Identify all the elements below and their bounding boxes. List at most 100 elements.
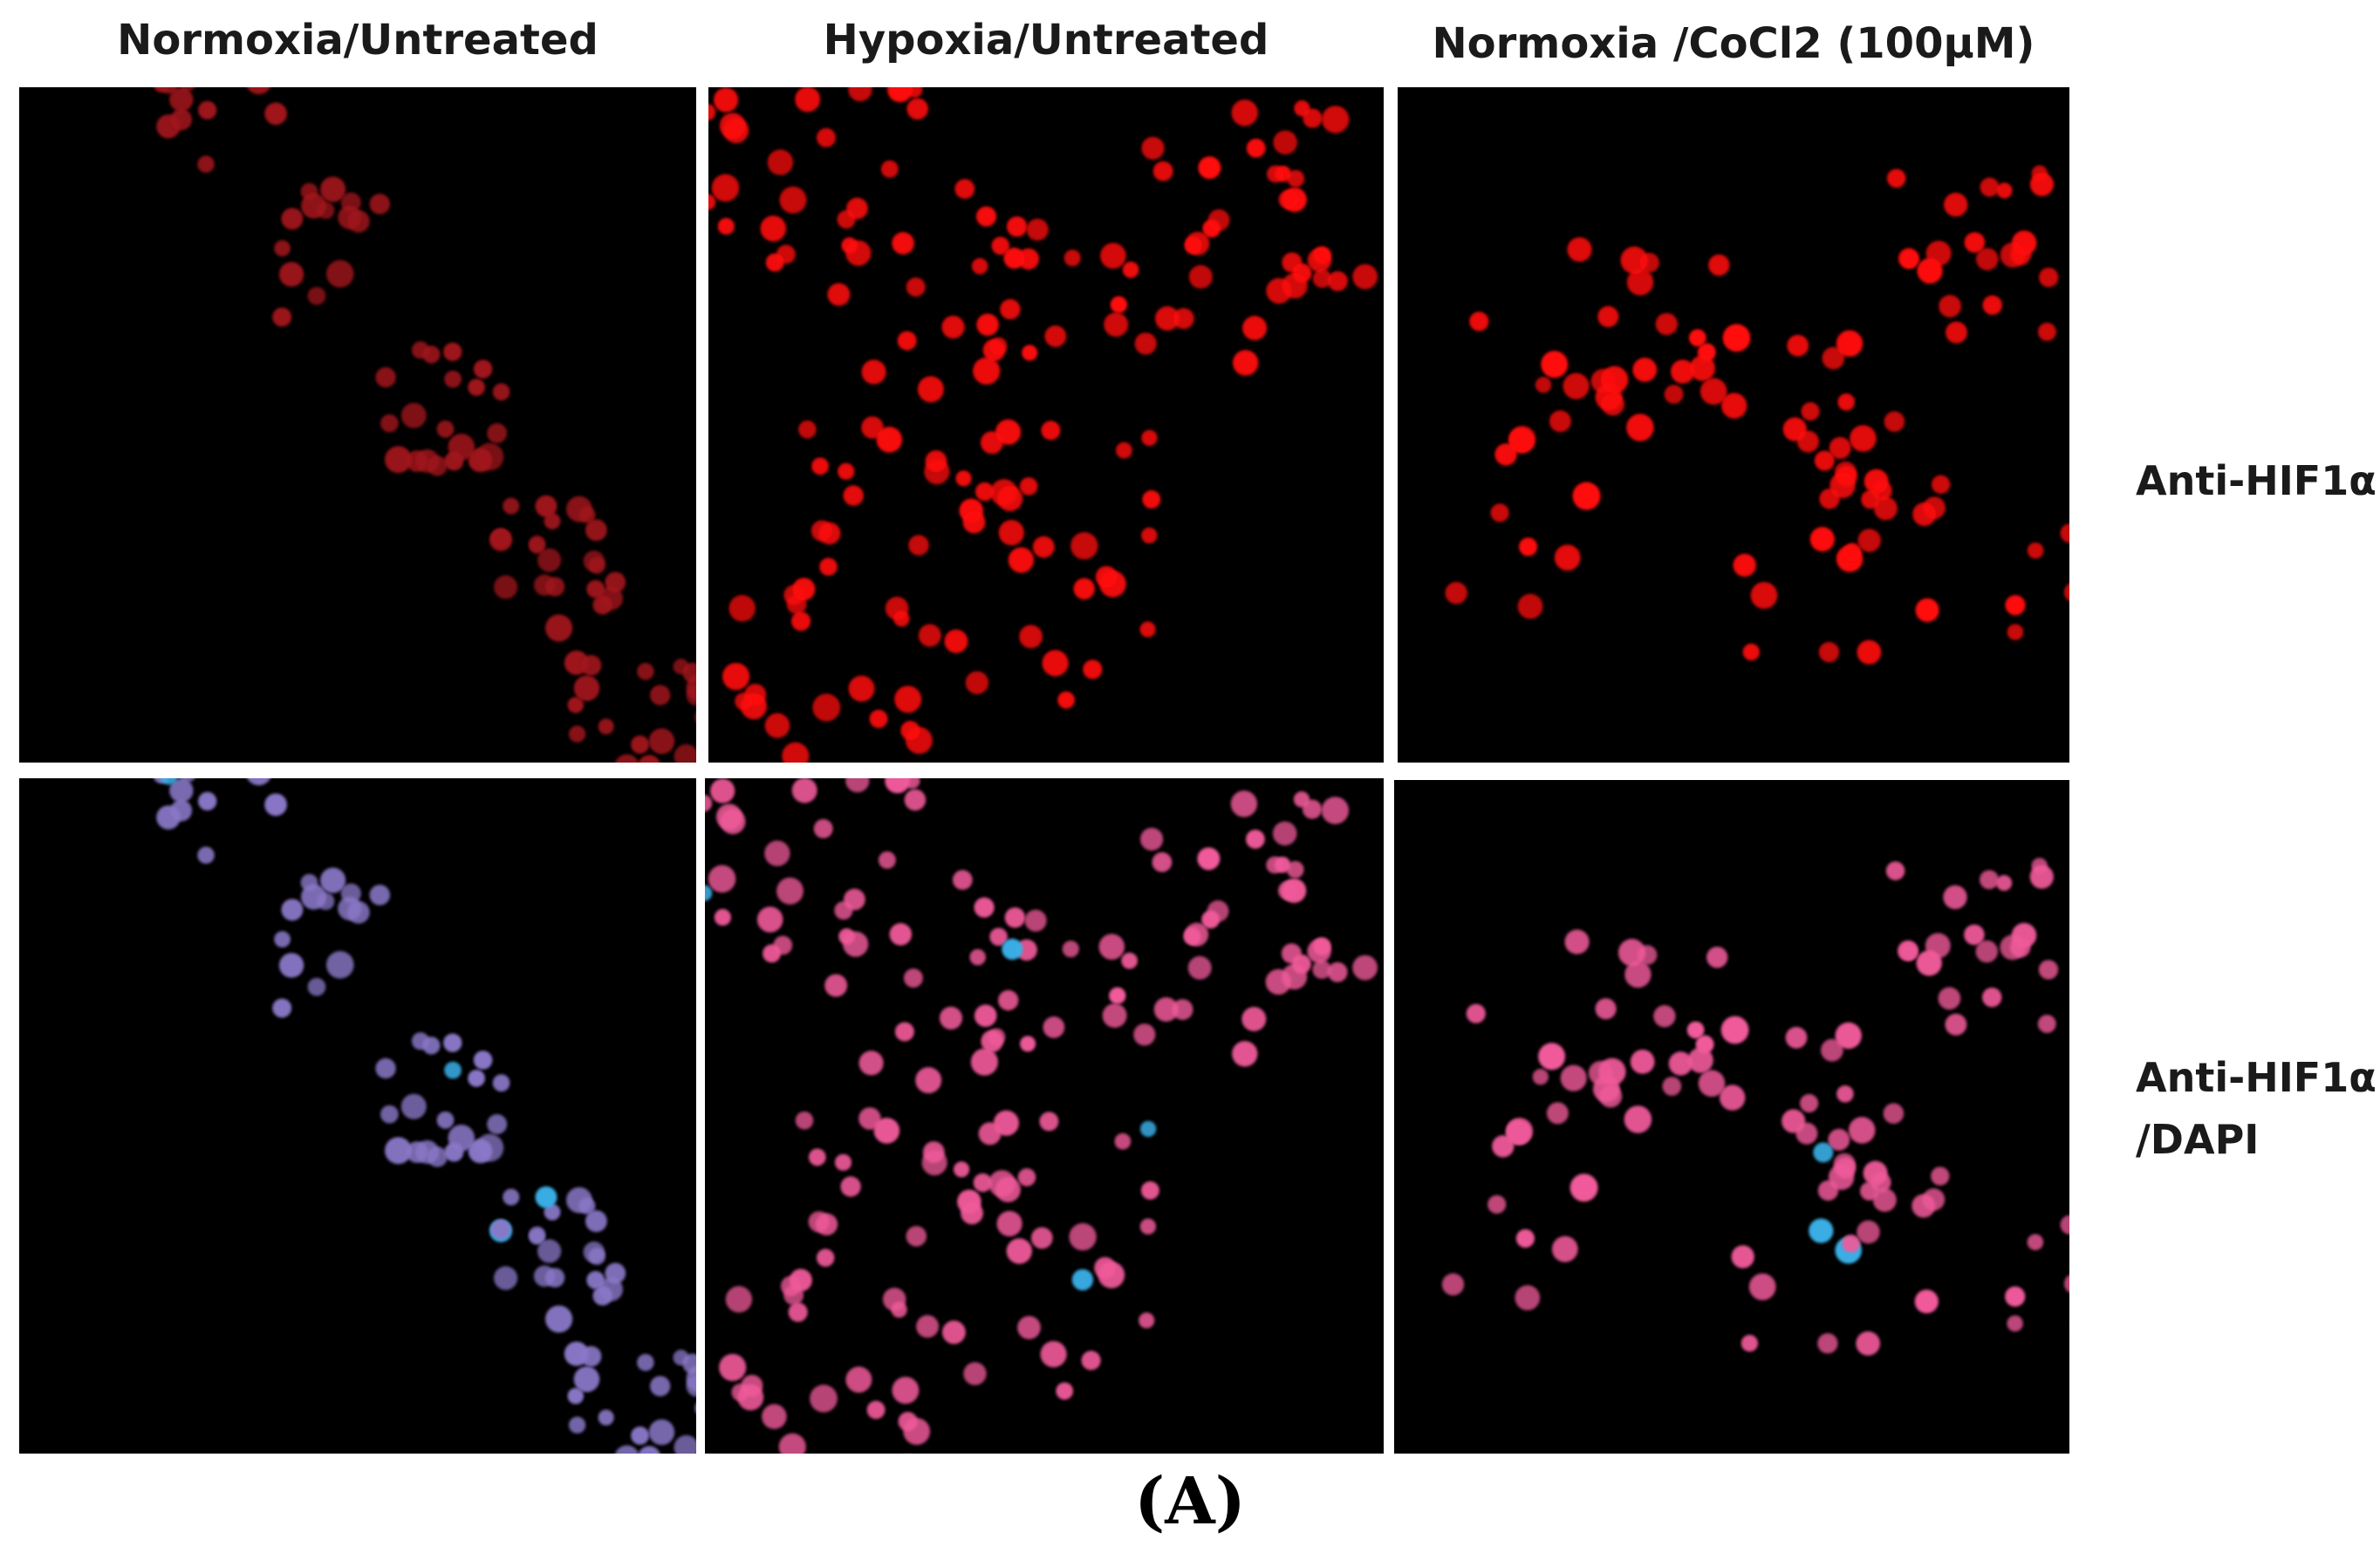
cell-nucleus <box>708 194 716 210</box>
cell-nucleus <box>1538 1043 1566 1071</box>
cell-nucleus <box>1155 306 1180 331</box>
cell-nucleus <box>1686 1021 1705 1039</box>
cell-nucleus <box>369 885 391 906</box>
cell-nucleus <box>965 671 989 695</box>
cell-nucleus <box>1488 1194 1507 1214</box>
cell-nucleus <box>1008 547 1035 573</box>
cell-nucleus <box>991 236 1010 255</box>
micrograph-hypoxia-hif1a <box>708 87 1384 763</box>
cell-nucleus <box>1785 1026 1808 1049</box>
cell-nucleus <box>1626 414 1654 441</box>
cell-nucleus <box>1964 232 1986 253</box>
cell-nucleus <box>795 87 821 113</box>
cell-nucleus <box>1600 366 1629 393</box>
cell-nucleus <box>1139 1120 1157 1138</box>
cell-nucleus <box>1938 987 1961 1010</box>
cell-nucleus <box>779 186 807 214</box>
cell-nucleus <box>568 1416 586 1434</box>
cell-nucleus <box>529 537 545 554</box>
cell-nucleus <box>973 1173 993 1193</box>
cell-nucleus <box>1172 999 1193 1021</box>
cell-nucleus <box>788 1302 808 1323</box>
cell-nucleus <box>961 1201 983 1225</box>
cell-nucleus <box>1322 106 1350 133</box>
cell-nucleus <box>1883 1103 1905 1124</box>
cell-nucleus <box>1515 1228 1535 1248</box>
cell-nucleus <box>1795 1122 1818 1145</box>
row-label-anti-hif1a-dapi-line2: /DAPI <box>2136 1116 2260 1164</box>
cell-nucleus <box>535 495 557 517</box>
cell-nucleus <box>708 865 736 893</box>
cell-nucleus <box>1287 169 1305 188</box>
cell-nucleus <box>903 968 923 988</box>
cell-nucleus <box>1441 1273 1465 1296</box>
cell-nucleus <box>615 754 639 763</box>
cell-nucleus <box>1722 324 1751 352</box>
cell-nucleus <box>573 675 600 701</box>
cell-nucleus <box>918 624 941 647</box>
cell-nucleus <box>1069 1222 1097 1251</box>
cell-nucleus <box>861 359 886 385</box>
cell-nucleus <box>725 1286 753 1313</box>
cell-nucleus <box>2005 595 2026 616</box>
cell-nucleus <box>2007 1315 2023 1332</box>
cell-nucleus <box>1742 643 1760 660</box>
cell-nucleus <box>889 923 913 946</box>
cell-nucleus <box>1020 1036 1036 1052</box>
cell-nucleus <box>989 927 1008 946</box>
cell-nucleus <box>1549 410 1571 433</box>
cell-nucleus <box>1266 856 1284 874</box>
cell-nucleus <box>717 217 735 235</box>
cell-nucleus <box>468 379 485 396</box>
cell-nucleus <box>858 1050 884 1076</box>
cell-nucleus <box>1141 136 1165 160</box>
cell-nucleus <box>2007 624 2024 640</box>
cell-nucleus <box>443 1033 462 1052</box>
cell-nucleus <box>1817 1333 1838 1354</box>
cell-nucleus <box>843 485 864 506</box>
cell-nucleus <box>810 520 832 542</box>
cell-nucleus <box>573 1366 600 1393</box>
cell-nucleus <box>954 179 975 199</box>
cell-nucleus <box>422 1037 441 1055</box>
cell-nucleus <box>1915 598 1939 622</box>
cell-nucleus <box>976 313 999 337</box>
cell-nucleus <box>798 420 817 439</box>
cell-nucleus <box>917 376 944 403</box>
cell-nucleus <box>1445 581 1467 605</box>
cell-nucleus <box>592 595 612 615</box>
cell-nucleus <box>492 383 510 401</box>
cell-nucleus <box>762 1404 787 1429</box>
cell-nucleus <box>1232 1041 1258 1067</box>
cell-nucleus <box>719 1353 747 1381</box>
cell-nucleus <box>778 1433 806 1454</box>
cell-nucleus <box>2063 583 2069 602</box>
cell-nucleus <box>1102 1003 1127 1028</box>
cell-nucleus <box>789 1269 812 1292</box>
cell-nucleus <box>939 1006 963 1030</box>
cell-nucleus <box>1506 1119 1532 1146</box>
cell-nucleus <box>1598 1057 1626 1086</box>
cell-nucleus <box>1133 1023 1156 1046</box>
cell-nucleus <box>941 315 965 339</box>
cell-nucleus <box>1095 565 1118 588</box>
cell-nucleus <box>1541 351 1569 379</box>
cell-nucleus <box>1197 847 1221 871</box>
cell-nucleus <box>1639 252 1659 273</box>
cell-nucleus <box>1282 963 1308 990</box>
cell-nucleus <box>997 485 1023 511</box>
cell-nucleus <box>795 1111 814 1130</box>
cell-nucleus <box>838 462 855 480</box>
cell-nucleus <box>264 793 287 817</box>
cell-nucleus <box>1828 1164 1855 1190</box>
cell-nucleus <box>970 1048 998 1076</box>
cell-nucleus <box>1321 797 1350 825</box>
cell-nucleus <box>763 944 782 963</box>
cell-nucleus <box>1546 1102 1569 1125</box>
cell-nucleus <box>1943 885 1967 909</box>
cell-nucleus <box>756 907 783 933</box>
cell-nucleus <box>1114 1132 1132 1150</box>
cell-nucleus <box>1861 489 1880 510</box>
cell-nucleus <box>427 1146 448 1167</box>
cell-nucleus <box>1797 430 1819 453</box>
